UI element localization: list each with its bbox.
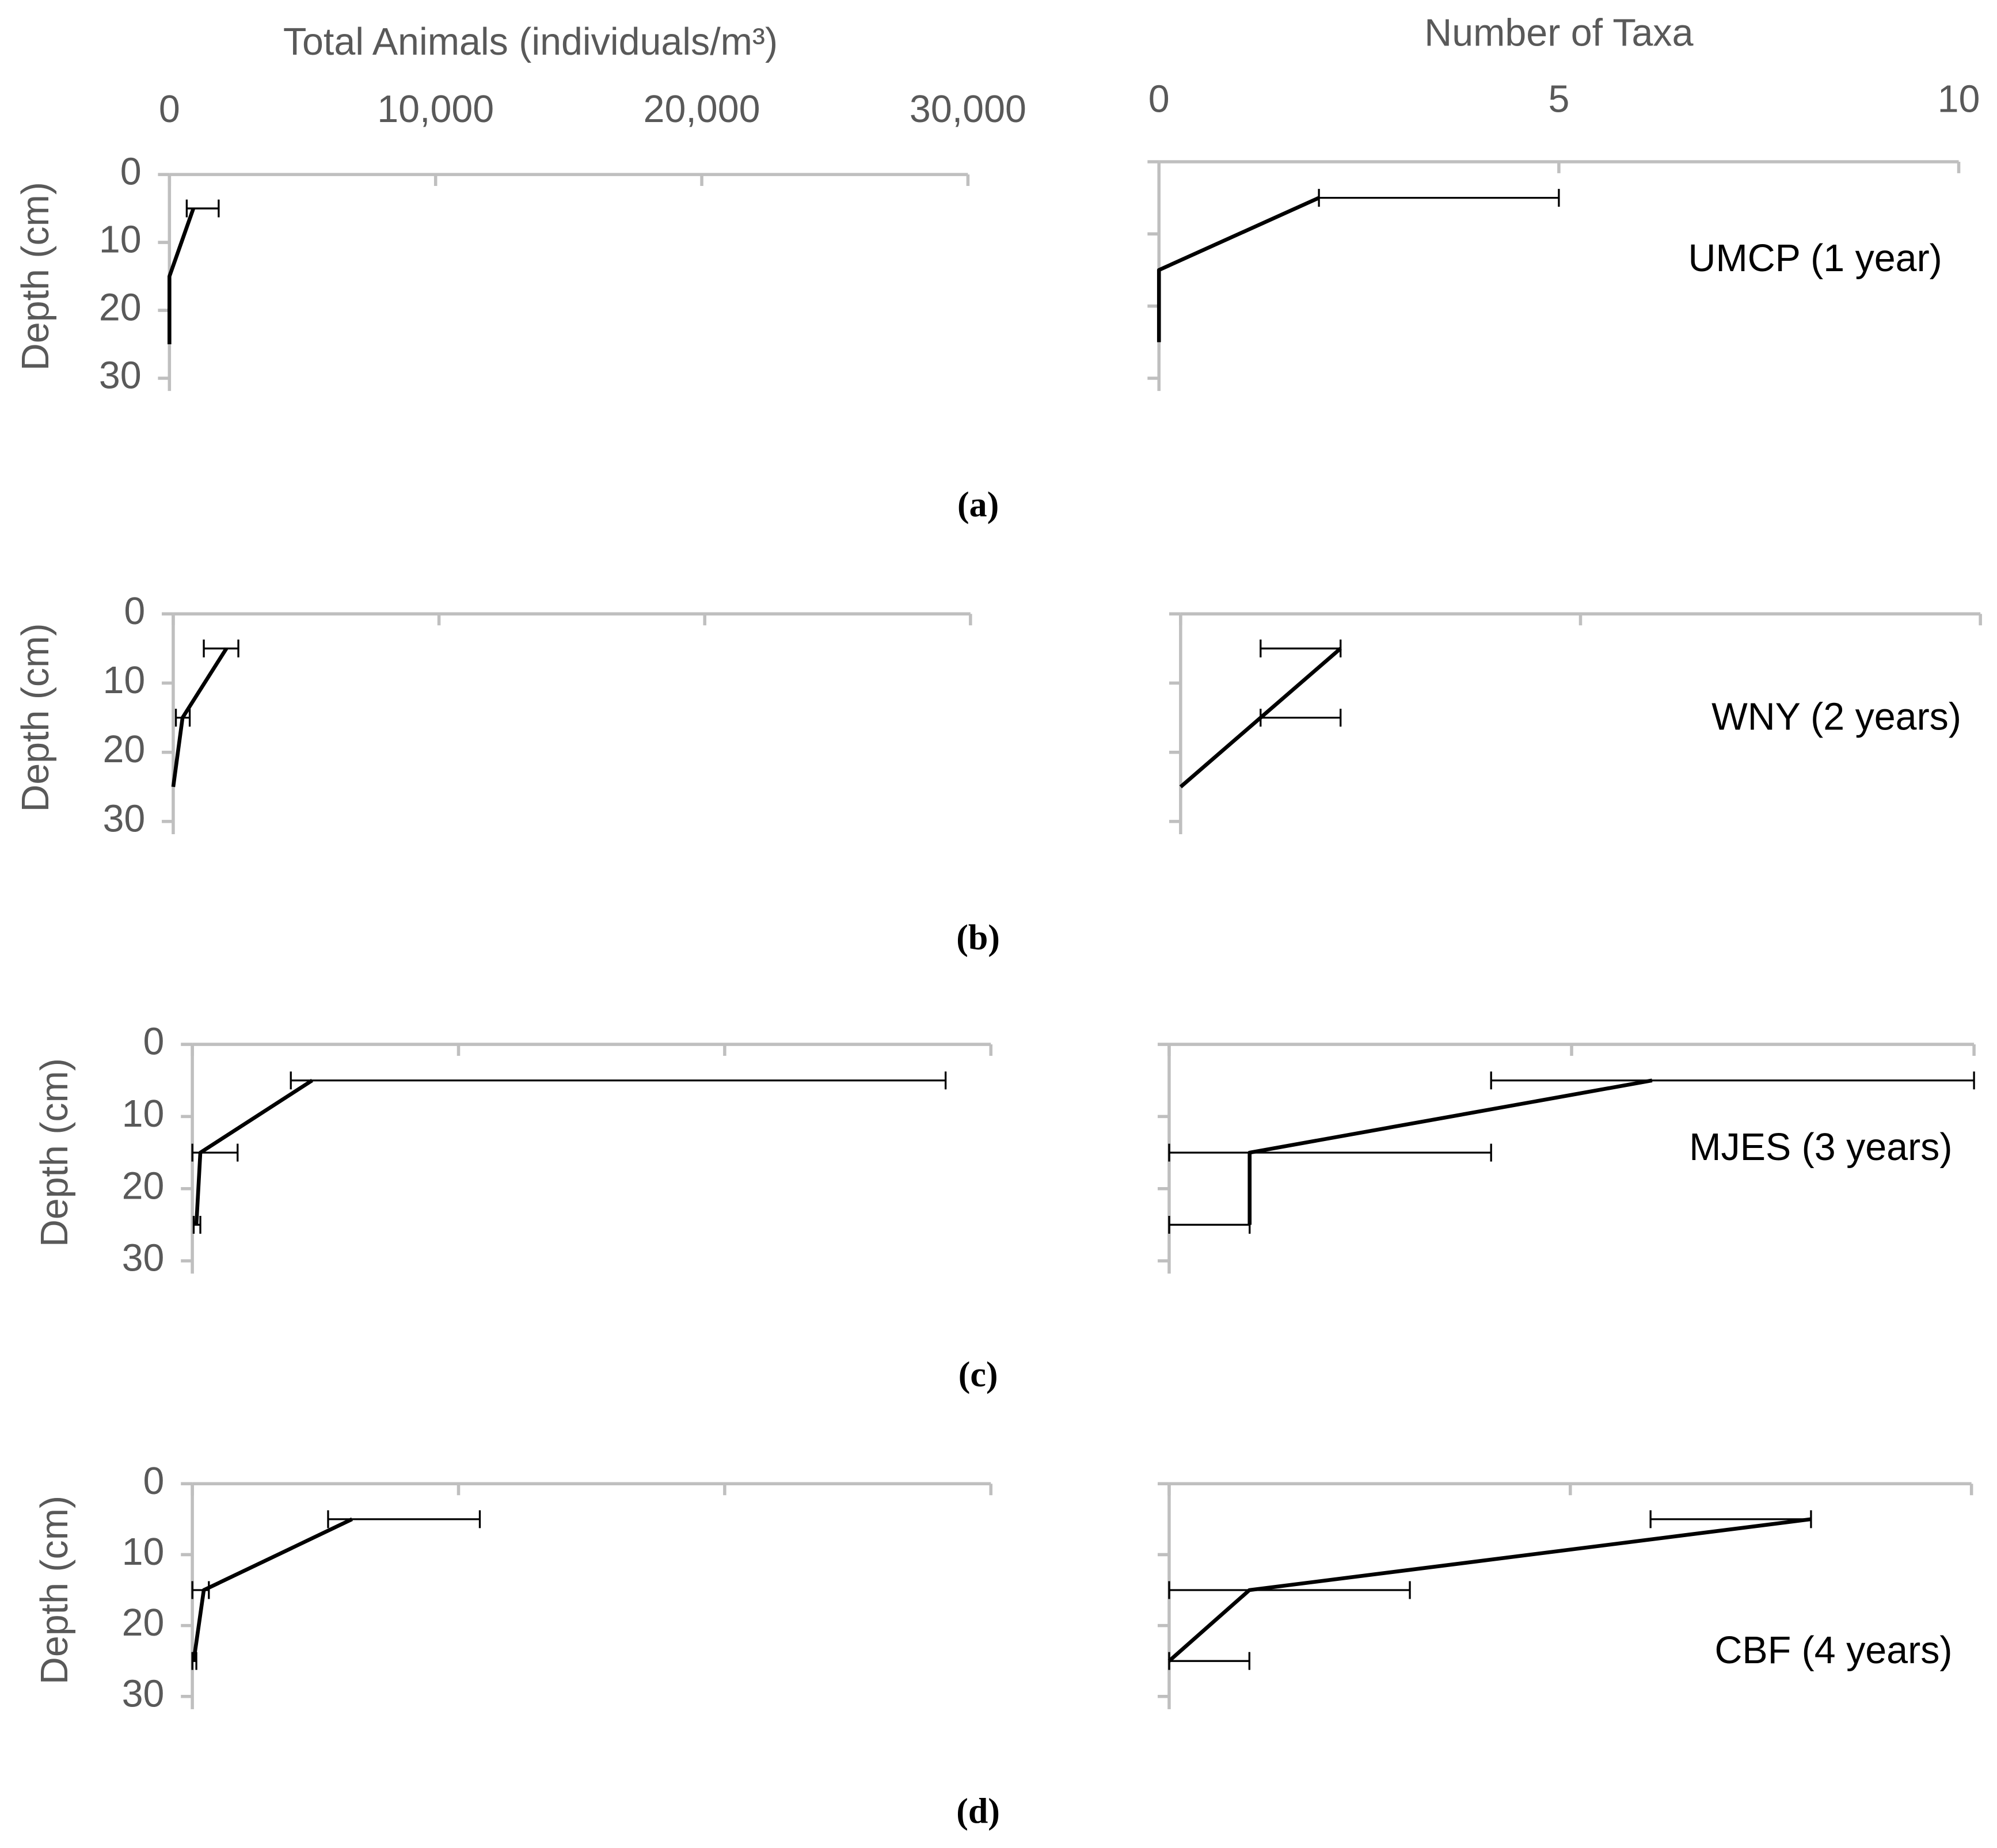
panel-caption: (c) bbox=[958, 1355, 998, 1394]
data-line bbox=[1157, 196, 1320, 343]
panel-caption: (a) bbox=[957, 485, 999, 524]
error-bar bbox=[1168, 1143, 1492, 1162]
y-tick-label: 0 bbox=[143, 1460, 165, 1503]
data-line bbox=[1247, 1078, 1653, 1225]
y-tick-label: 0 bbox=[120, 151, 142, 193]
y-tick-label: 30 bbox=[102, 797, 145, 840]
error-bar bbox=[1649, 1510, 1812, 1528]
x-tick-label: 5 bbox=[1548, 78, 1569, 121]
panel-caption: (d) bbox=[956, 1792, 1000, 1831]
y-axis-title: Depth (cm) bbox=[33, 1058, 76, 1247]
site-label: UMCP (1 year) bbox=[1688, 237, 1942, 280]
y-axis-title: Depth (cm) bbox=[14, 182, 57, 371]
x-tick-label: 0 bbox=[1148, 78, 1170, 121]
x-tick-label: 10 bbox=[1938, 78, 1980, 121]
error-bar bbox=[1168, 1215, 1251, 1234]
site-label: CBF (4 years) bbox=[1715, 1629, 1953, 1672]
y-tick-label: 30 bbox=[122, 1237, 165, 1280]
data-line bbox=[1179, 647, 1342, 789]
y-tick-label: 30 bbox=[99, 355, 142, 397]
y-tick-label: 0 bbox=[124, 590, 145, 633]
y-tick-label: 20 bbox=[122, 1165, 165, 1207]
y-tick-label: 30 bbox=[122, 1672, 165, 1715]
x-axis-title: Total Animals (individuals/m³) bbox=[283, 21, 778, 63]
x-tick-label: 20,000 bbox=[644, 88, 760, 131]
error-bar bbox=[290, 1071, 947, 1090]
data-line bbox=[194, 1078, 313, 1225]
y-tick-label: 10 bbox=[122, 1093, 165, 1135]
data-line bbox=[171, 647, 229, 788]
site-label: MJES (3 years) bbox=[1689, 1126, 1952, 1169]
y-tick-label: 20 bbox=[102, 728, 145, 771]
y-tick-label: 20 bbox=[99, 287, 142, 329]
y-tick-label: 10 bbox=[99, 219, 142, 261]
y-tick-label: 0 bbox=[143, 1021, 165, 1063]
y-axis-title: Depth (cm) bbox=[14, 623, 57, 812]
y-tick-label: 20 bbox=[122, 1602, 165, 1644]
y-axis-title: Depth (cm) bbox=[33, 1496, 76, 1685]
error-bar bbox=[1490, 1071, 1975, 1090]
y-tick-label: 10 bbox=[122, 1531, 165, 1573]
y-tick-label: 10 bbox=[102, 659, 145, 702]
data-line bbox=[167, 207, 196, 345]
error-bar bbox=[1260, 709, 1342, 727]
error-bar bbox=[327, 1510, 481, 1528]
x-axis-title: Number of Taxa bbox=[1424, 12, 1693, 54]
data-line bbox=[1167, 1517, 1812, 1663]
site-label: WNY (2 years) bbox=[1711, 695, 1961, 738]
x-tick-label: 0 bbox=[159, 88, 180, 131]
error-bar bbox=[1318, 189, 1560, 207]
data-line bbox=[192, 1517, 353, 1661]
error-bar bbox=[1168, 1581, 1411, 1599]
panel-caption: (b) bbox=[956, 918, 1000, 957]
error-bar bbox=[1260, 639, 1342, 657]
error-bar bbox=[203, 639, 239, 657]
x-tick-label: 10,000 bbox=[377, 88, 494, 131]
error-bar bbox=[1168, 1652, 1250, 1670]
x-tick-label: 30,000 bbox=[910, 88, 1026, 131]
